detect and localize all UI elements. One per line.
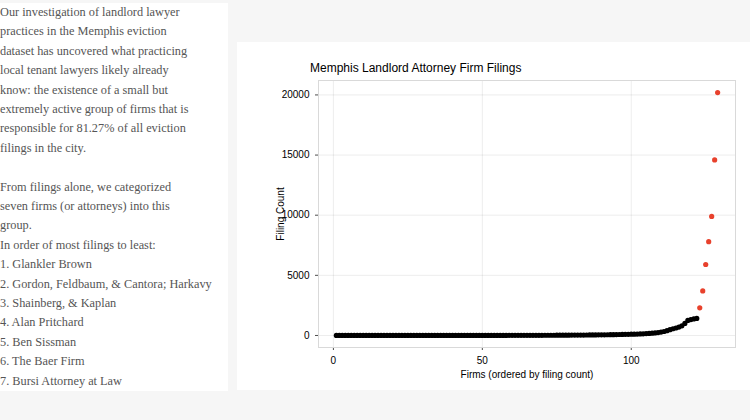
html-text:filings in the city.: filings in the city. [0, 140, 86, 155]
html-text:Memphis Landlord Attorney Firm: Memphis Landlord Attorney Firm Filings [310, 61, 522, 75]
html-text:4. Alan Pritchard: 4. Alan Pritchard [0, 315, 84, 330]
html-text:practices in the Memphis evict: practices in the Memphis eviction [0, 24, 167, 39]
html-text:know: the existence of a small: know: the existence of a small but [0, 82, 168, 97]
html-text:From filings alone, we categor: From filings alone, we categorized [0, 179, 172, 194]
html-text:7. Bursi Attorney at Law: 7. Bursi Attorney at Law [0, 373, 122, 388]
svg-text:15000: 15000 [282, 149, 310, 160]
svg-text:Firms (ordered by filing count: Firms (ordered by filing count) [461, 369, 594, 380]
svg-text:20000: 20000 [282, 89, 310, 100]
svg-text:10000: 10000 [282, 209, 310, 220]
html-text:responsible for 81.27% of all: responsible for 81.27% of all eviction [0, 121, 186, 136]
html-text:2. Gordon, Feldbaum, & Cantora: 2. Gordon, Feldbaum, & Cantora; Harkavy [0, 276, 212, 291]
html-text:group.: group. [0, 218, 32, 233]
html-text:local tenant lawyers likely al: local tenant lawyers likely already [0, 63, 169, 78]
html-text:In order of most filings to le: In order of most filings to least: [0, 237, 156, 252]
svg-text:50: 50 [477, 355, 489, 366]
svg-text:5000: 5000 [287, 270, 310, 281]
svg-text:0: 0 [331, 355, 337, 366]
html-text:seven firms (or attorneys) int: seven firms (or attorneys) into this [0, 199, 170, 213]
html-text:Our investigation of landlord: Our investigation of landlord lawyer [0, 5, 180, 19]
html-text:6. The Baer Firm: 6. The Baer Firm [0, 354, 85, 369]
html-text:1. Glankler Brown: 1. Glankler Brown [0, 257, 92, 272]
svg-text:0: 0 [304, 330, 310, 341]
html-text:3. Shainberg, & Kaplan: 3. Shainberg, & Kaplan [0, 296, 117, 311]
html-text:dataset has uncovered what pra: dataset has uncovered what practicing [0, 43, 188, 58]
svg-text:100: 100 [623, 355, 640, 366]
html-text:extremely active group of firm: extremely active group of firms that is [0, 102, 189, 116]
html-text:5. Ben Sissman: 5. Ben Sissman [0, 334, 77, 349]
svg-text:Filing Count: Filing Count [275, 187, 286, 241]
